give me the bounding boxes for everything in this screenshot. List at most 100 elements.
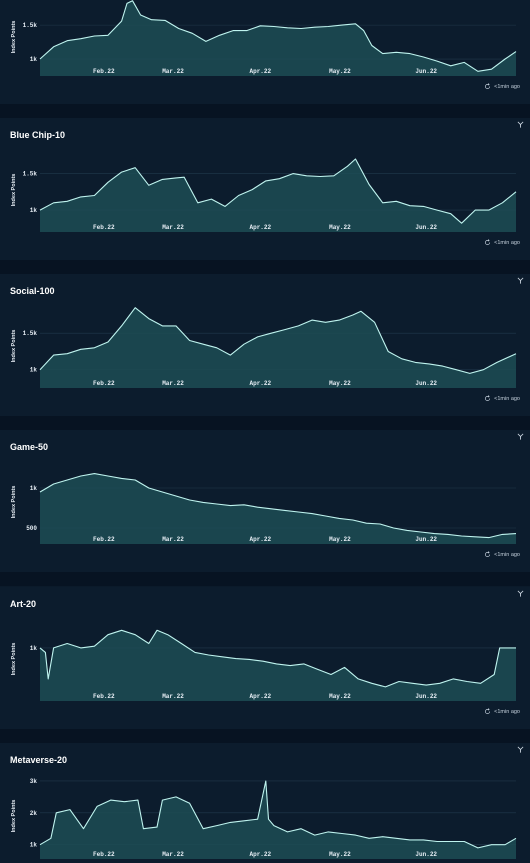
chart-area: 500 1k Index Points Feb.22 Mar.22 Apr.22 May.2… — [11, 473, 517, 544]
x-tick-label: Mar.22 — [162, 68, 184, 75]
y-tick-label: 1.5k — [23, 22, 38, 29]
y-axis-label: Index Points — [11, 21, 17, 54]
expand-arrows-icon[interactable] — [517, 121, 524, 128]
last-updated: <1min ago — [484, 83, 520, 90]
x-tick-label: Jun.22 — [415, 536, 437, 543]
index-card: Art-20 1k Index Points Feb.22 Mar.22 Apr.22 Ma… — [0, 587, 530, 729]
last-updated: <1min ago — [484, 395, 520, 402]
x-tick-label: Mar.22 — [162, 536, 184, 543]
card-separator — [0, 729, 530, 743]
x-tick-label: Feb.22 — [93, 693, 115, 700]
series-area — [40, 630, 516, 701]
x-tick-label: Mar.22 — [162, 224, 184, 231]
expand-arrows-icon[interactable] — [517, 433, 524, 440]
chart-area: 1k 1.5k Index Points Feb.22 Mar.22 Apr.22 May.… — [11, 158, 517, 232]
x-tick-label: Apr.22 — [250, 380, 272, 387]
x-tick-label: May.22 — [329, 380, 351, 387]
index-card: Social-100 1k 1.5k Index Points Feb.22 Mar.22… — [0, 274, 530, 416]
refresh-icon[interactable] — [484, 83, 491, 90]
y-tick-label: 3k — [30, 778, 38, 785]
x-tick-label: Jun.22 — [415, 224, 437, 231]
refresh-icon[interactable] — [484, 395, 491, 402]
series-line — [39, 307, 517, 374]
series-area — [40, 159, 516, 232]
series-line — [39, 473, 517, 539]
index-card: Game-50 500 1k Index Points Feb.22 Mar.22 Apr.… — [0, 430, 530, 572]
x-tick-label: Apr.22 — [250, 693, 272, 700]
expand-arrows-icon[interactable] — [517, 590, 524, 597]
series-area — [40, 307, 516, 388]
x-tick-label: May.22 — [329, 851, 351, 858]
index-card: Metaverse-20 1k 2k 3k Index Points Feb.22 Mar.… — [0, 743, 530, 863]
y-axis-label: Index Points — [11, 643, 17, 676]
x-tick-label: Mar.22 — [162, 851, 184, 858]
y-tick-label: 1.5k — [23, 171, 38, 178]
last-updated-text: <1min ago — [494, 83, 520, 90]
series-area — [40, 473, 516, 544]
last-updated: <1min ago — [484, 239, 520, 246]
y-tick-label: 1k — [30, 207, 38, 214]
last-updated-text: <1min ago — [494, 239, 520, 246]
refresh-icon[interactable] — [484, 708, 491, 715]
x-tick-label: Jun.22 — [415, 380, 437, 387]
last-updated: <1min ago — [484, 708, 520, 715]
series-line — [39, 780, 517, 849]
x-tick-label: Apr.22 — [250, 68, 272, 75]
last-updated-text: <1min ago — [494, 551, 520, 558]
x-tick-label: May.22 — [329, 536, 351, 543]
x-tick-label: Feb.22 — [93, 851, 115, 858]
x-tick-label: Jun.22 — [415, 68, 437, 75]
expand-arrows-icon[interactable] — [517, 277, 524, 284]
last-updated: <1min ago — [484, 551, 520, 558]
y-tick-label: 500 — [26, 525, 37, 532]
y-tick-label: 1k — [30, 485, 38, 492]
x-tick-label: Jun.22 — [415, 693, 437, 700]
y-tick-label: 1k — [30, 367, 38, 374]
series-area — [40, 0, 516, 77]
series-area — [40, 781, 516, 859]
chart-area: 1k 2k 3k Index Points Feb.22 Mar.22 Apr.22 May.… — [11, 778, 517, 859]
x-tick-label: May.22 — [329, 68, 351, 75]
series-line — [39, 629, 516, 688]
card-title: Blue Chip-10 — [10, 130, 66, 140]
card-title: Game-50 — [10, 442, 49, 452]
x-tick-label: Jun.22 — [415, 851, 437, 858]
y-tick-label: 2k — [30, 810, 38, 817]
card-separator — [0, 260, 530, 274]
index-card: 1k 1.5k Index Points Feb.22 Mar.22 Apr.22 May.… — [0, 0, 530, 104]
x-tick-label: Apr.22 — [250, 851, 272, 858]
y-tick-label: 1k — [30, 56, 38, 63]
y-tick-label: 1k — [30, 645, 38, 652]
x-tick-label: Mar.22 — [162, 693, 184, 700]
y-axis-label: Index Points — [11, 174, 17, 207]
x-tick-label: Feb.22 — [93, 68, 115, 75]
card-title: Social-100 — [10, 286, 55, 296]
last-updated-text: <1min ago — [494, 708, 520, 715]
card-separator — [0, 416, 530, 430]
refresh-icon[interactable] — [484, 239, 491, 246]
x-tick-label: May.22 — [329, 224, 351, 231]
last-updated-text: <1min ago — [494, 395, 520, 402]
x-tick-label: Apr.22 — [250, 536, 272, 543]
y-axis-label: Index Points — [11, 486, 17, 519]
card-separator — [0, 572, 530, 586]
x-tick-label: Mar.22 — [162, 380, 184, 387]
y-tick-label: 1.5k — [23, 330, 38, 337]
x-tick-label: Feb.22 — [93, 536, 115, 543]
chart-area: 1k 1.5k Index Points Feb.22 Mar.22 Apr.22 May.… — [11, 0, 517, 77]
refresh-icon[interactable] — [484, 551, 491, 558]
card-title: Art-20 — [10, 599, 37, 609]
y-axis-label: Index Points — [11, 800, 17, 833]
x-tick-label: Feb.22 — [93, 380, 115, 387]
x-tick-label: Feb.22 — [93, 224, 115, 231]
expand-arrows-icon[interactable] — [517, 746, 524, 753]
card-title: Metaverse-20 — [10, 755, 68, 765]
x-tick-label: May.22 — [329, 693, 351, 700]
series-line — [39, 158, 517, 224]
card-separator — [0, 104, 530, 118]
chart-area: 1k 1.5k Index Points Feb.22 Mar.22 Apr.22 May.… — [11, 307, 517, 388]
y-axis-label: Index Points — [11, 330, 17, 363]
index-card: Blue Chip-10 1k 1.5k Index Points Feb.22 Mar.… — [0, 118, 530, 260]
y-tick-label: 1k — [30, 842, 38, 849]
chart-area: 1k Index Points Feb.22 Mar.22 Apr.22 May.22 Ju… — [11, 629, 516, 701]
